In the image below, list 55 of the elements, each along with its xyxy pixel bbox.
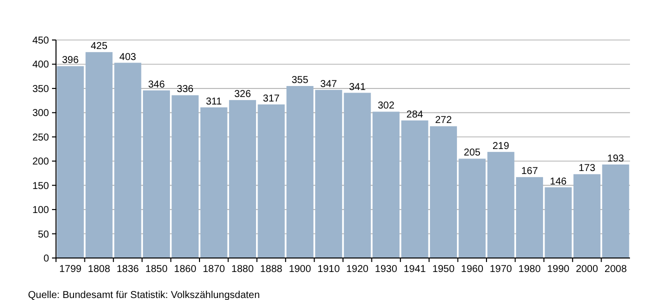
y-tick-label: 250 [32,132,50,144]
data-label: 302 [378,100,395,112]
x-tick-label: 1980 [518,264,542,275]
x-tick-label: 1808 [88,264,111,275]
data-label: 167 [521,166,538,178]
y-tick-label: 50 [38,229,50,240]
bar [114,62,142,258]
data-label: 326 [234,89,252,100]
y-tick-label: 400 [32,60,50,71]
x-tick-label: 1860 [174,264,197,275]
y-tick-label: 450 [32,36,50,46]
y-tick-label: 100 [32,205,50,216]
x-tick-label: 1880 [231,264,254,275]
x-tick-label: 1950 [432,264,456,275]
data-label: 219 [492,140,510,152]
x-tick-label: 1870 [202,264,226,275]
data-label: 347 [320,78,338,90]
data-label: 403 [119,52,137,63]
x-tick-label: 1990 [547,264,570,275]
data-label: 346 [148,79,166,90]
data-label: 311 [206,96,222,108]
x-tick-label: 1960 [461,264,484,275]
source-note: Quelle: Bundesamt für Statistik: Volkszählungsdaten [28,290,260,300]
y-tick-label: 350 [32,84,50,95]
data-label: 205 [464,148,481,159]
bar [401,120,428,258]
bar [258,104,285,258]
x-tick-label: 1850 [145,264,168,275]
data-label: 336 [176,84,194,96]
data-label: 341 [349,82,366,93]
data-label: 284 [406,109,424,120]
data-label: 425 [90,41,108,52]
data-label: 193 [607,154,624,164]
x-tick-label: 2008 [604,264,628,275]
x-tick-label: 1941 [404,264,426,275]
x-tick-label: 2000 [576,264,599,275]
data-label: 355 [292,75,309,86]
x-tick-label: 1900 [288,264,312,275]
data-label: 317 [262,93,280,104]
y-tick-label: 0 [43,254,50,264]
data-label: 173 [578,163,596,174]
data-label: 396 [62,55,80,66]
data-label: 146 [550,176,568,188]
data-label: 272 [435,115,452,126]
y-tick-label: 150 [32,180,50,192]
x-tick-label: 1970 [490,264,512,275]
x-tick-label: 1930 [374,264,398,275]
x-tick-label: 1836 [116,264,140,275]
y-tick-label: 300 [32,108,50,120]
x-tick-label: 1799 [59,264,82,275]
bar [544,187,572,258]
y-tick-label: 200 [32,156,50,168]
x-tick-label: 1910 [318,264,340,275]
x-tick-label: 1920 [346,264,369,275]
x-tick-label: 1888 [260,264,283,275]
